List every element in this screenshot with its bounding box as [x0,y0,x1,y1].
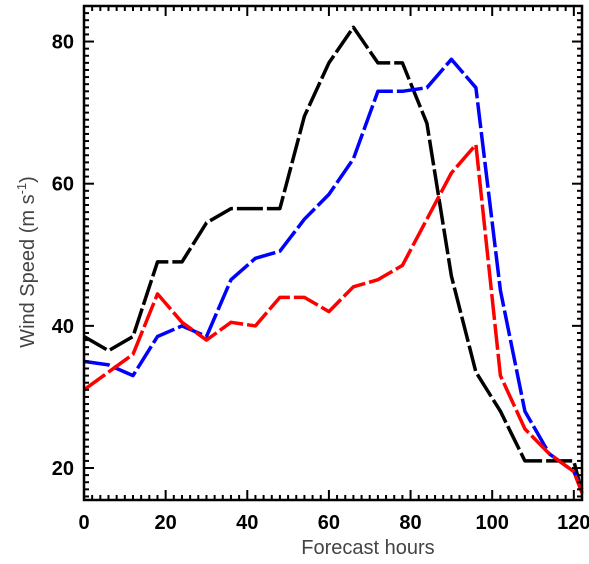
y-tick-label: 80 [52,32,74,54]
x-tick-label: 80 [399,512,421,534]
y-tick-label: 60 [52,174,74,196]
y-axis-label: Wind Speed (m s-1) [14,176,39,348]
x-axis-label: Forecast hours [301,537,434,559]
y-axis-label-superscript: -1 [14,183,29,195]
series-line-1 [84,27,582,493]
x-tick-label: 20 [155,512,177,534]
y-axis-label-main: Wind Speed (m s [17,194,39,347]
series-layer [84,27,582,493]
y-tick-label: 40 [52,316,74,338]
x-tick-label: 100 [476,512,509,534]
x-tick-label: 60 [318,512,340,534]
y-tick-label: 20 [52,458,74,480]
x-tick-label: 120 [557,512,589,534]
y-axis-label-close: ) [17,176,39,183]
x-tick-label: 0 [78,512,89,534]
plot-border [84,6,582,500]
plot-frame [84,6,582,500]
x-tick-label: 40 [236,512,258,534]
series-line-2 [84,59,582,489]
